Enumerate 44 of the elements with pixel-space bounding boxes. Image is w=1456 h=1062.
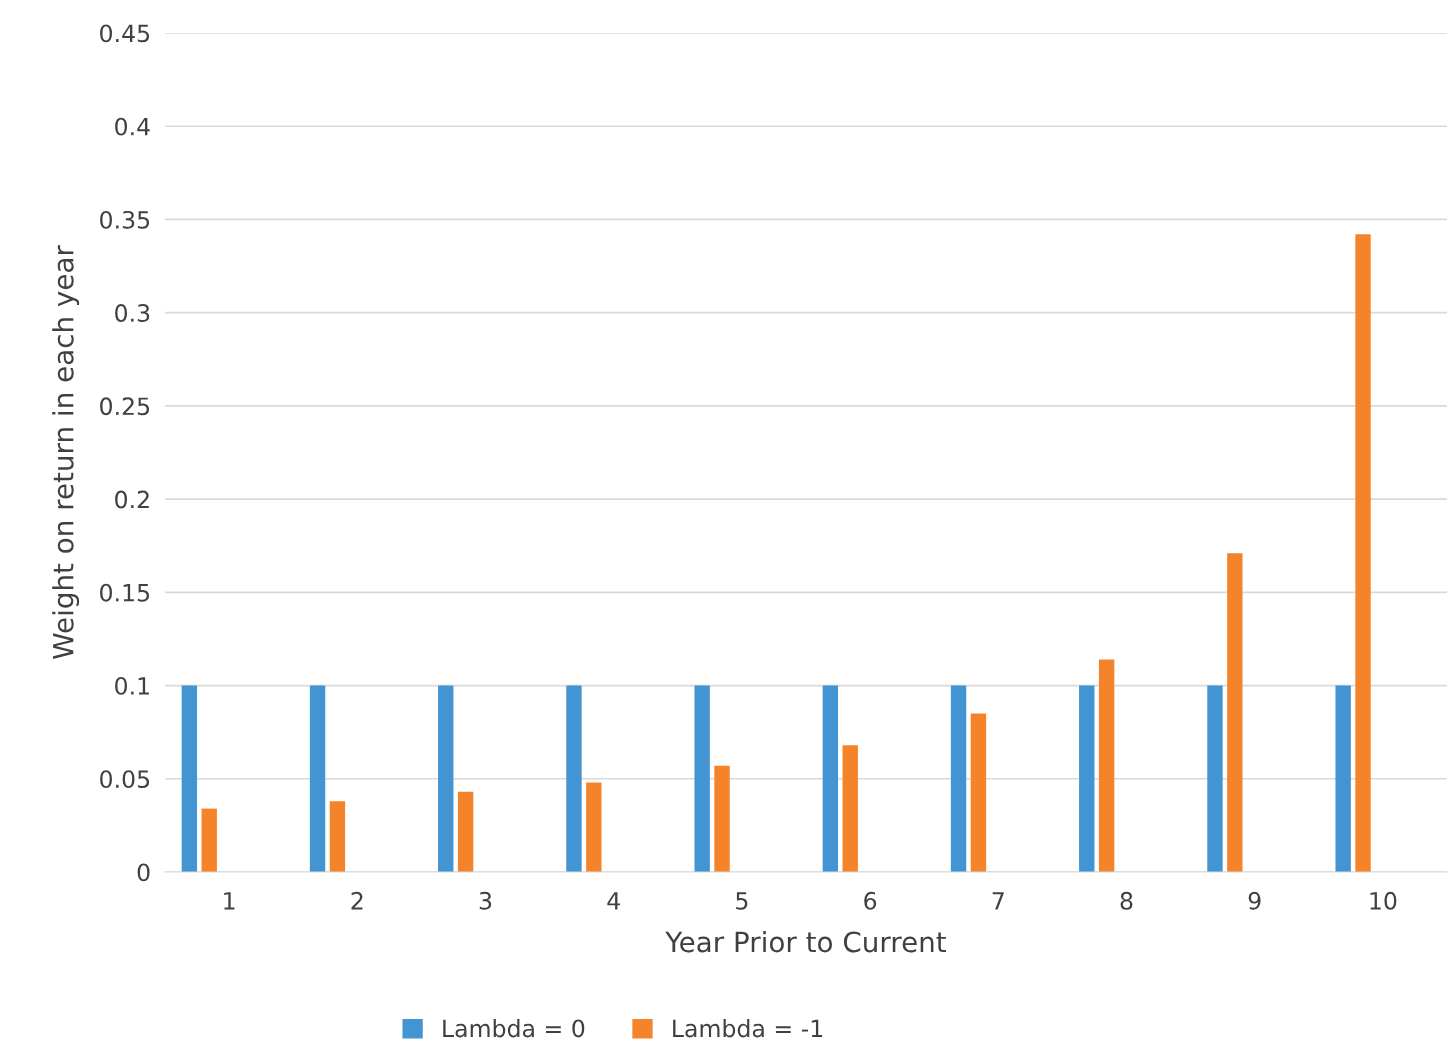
- bar: [457, 791, 474, 872]
- y-tick-label: 0: [137, 863, 150, 882]
- bar: [201, 808, 217, 872]
- x-tick-label: 8: [1120, 891, 1133, 910]
- bar: [842, 745, 858, 872]
- y-tick-label: 0.4: [115, 117, 150, 136]
- bar: [970, 713, 987, 872]
- x-tick-label: 7: [992, 892, 1004, 910]
- x-axis-title: Year Prior to Current: [665, 930, 946, 953]
- bar: [1335, 685, 1351, 872]
- y-tick-label: 0.35: [100, 210, 150, 229]
- y-tick-label: 0.25: [100, 397, 150, 416]
- bar: [1227, 553, 1243, 872]
- x-tick-label: 3: [479, 891, 492, 910]
- x-tick-label: 2: [351, 891, 363, 910]
- legend-label: Lambda = -1: [673, 1019, 823, 1038]
- bar: [566, 685, 582, 872]
- bar: [1207, 685, 1223, 872]
- y-tick-label: 0.15: [100, 583, 150, 602]
- bar: [309, 685, 326, 872]
- bar: [950, 685, 967, 872]
- y-tick-label: 0.05: [100, 770, 150, 789]
- bar: [1355, 234, 1371, 872]
- bar: [586, 782, 602, 872]
- bar: [1098, 659, 1115, 872]
- x-tick-label: 5: [736, 892, 748, 910]
- y-tick-label: 0.1: [115, 677, 149, 695]
- y-tick-label: 0.3: [115, 304, 150, 322]
- bar: [822, 685, 839, 872]
- bar: [438, 685, 454, 872]
- x-tick-label: 1: [224, 892, 235, 910]
- bar: [1079, 685, 1095, 872]
- y-axis-title: Weight on return in each year: [52, 245, 80, 659]
- y-tick-label: 0.45: [100, 24, 150, 43]
- x-tick-label: 10: [1370, 891, 1397, 910]
- bar: [714, 765, 730, 872]
- legend-label: Lambda = 0: [443, 1019, 585, 1038]
- x-tick-label: 9: [1248, 891, 1261, 910]
- bar: [181, 685, 198, 872]
- y-tick-label: 0.2: [115, 490, 149, 509]
- bar: [329, 801, 346, 872]
- bar: [694, 685, 710, 872]
- x-tick-label: 4: [607, 892, 620, 910]
- x-tick-label: 6: [864, 891, 877, 910]
